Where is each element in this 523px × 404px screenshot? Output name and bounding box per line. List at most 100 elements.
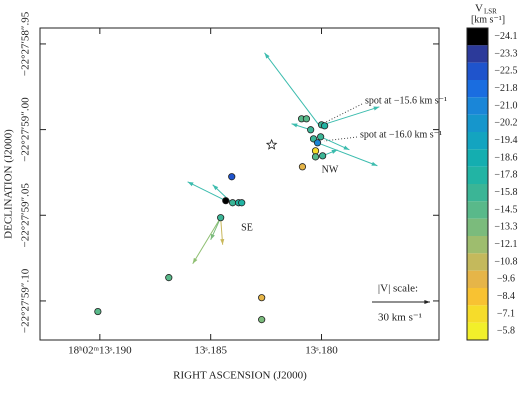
plot-frame	[39, 27, 440, 341]
colorbar-tick-label: −23.3	[494, 48, 517, 59]
colorbar-band	[467, 253, 488, 271]
colorbar-tick-label: −20.2	[494, 118, 517, 129]
annotation: spot at −15.6 km s⁻¹	[365, 95, 447, 106]
colorbar-unit: [km s⁻¹]	[471, 14, 505, 25]
colorbar-band	[467, 270, 488, 288]
maser-spot	[165, 274, 173, 282]
motion-arrow-part	[319, 106, 380, 127]
motion-arrow	[317, 142, 378, 167]
scale-label: |V| scale:	[378, 283, 418, 295]
colorbar-tick-label: −21.0	[494, 100, 517, 111]
colorbar-band	[467, 288, 488, 306]
colorbar-band	[467, 236, 488, 254]
colorbar-band	[467, 114, 488, 132]
colorbar-tick-label: −22.5	[494, 66, 517, 77]
maser-spot	[311, 147, 320, 155]
motion-arrow-part	[264, 52, 320, 127]
colorbar-band	[467, 62, 488, 80]
colorbar-band	[467, 80, 488, 98]
colorbar-band	[467, 201, 488, 219]
annotation: spot at −16.0 km s⁻¹	[360, 129, 442, 140]
colorbar-band	[467, 97, 488, 115]
colorbar-tick-label: −7.1	[497, 308, 515, 319]
motion-arrow-part	[331, 149, 338, 154]
colorbar-tick-label: −17.8	[494, 170, 517, 181]
colorbar-tick-label: −5.8	[497, 326, 515, 337]
maser-spot	[317, 133, 325, 141]
maser-spot	[258, 294, 266, 302]
maser-spot	[217, 214, 225, 222]
maser-spot	[238, 199, 246, 207]
motion-arrow-part	[291, 123, 298, 128]
motion-arrow-part	[264, 52, 270, 59]
motion-arrow-part	[187, 181, 194, 187]
maser-spot	[258, 316, 266, 324]
motion-arrow-part	[192, 257, 198, 264]
motion-arrow-part	[317, 142, 378, 167]
annotation: SE	[241, 222, 253, 233]
maser-spot	[298, 163, 307, 171]
colorbar-tick-label: −15.8	[494, 187, 517, 198]
x-tick-label: 13ˢ.180	[305, 345, 338, 357]
motion-arrow-part	[192, 217, 222, 265]
maser-spot	[307, 126, 315, 134]
y-tick-label: −22°27′59″.00	[20, 97, 32, 162]
motion-arrow	[220, 217, 225, 245]
colorbar-tick-label: −8.4	[497, 291, 515, 302]
motion-arrow-part	[210, 233, 215, 240]
maser-spot	[311, 153, 320, 161]
y-tick-label: −22°27′59″.05	[20, 183, 32, 248]
colorbar-band	[467, 149, 488, 167]
colorbar-tick-label: −19.4	[494, 135, 517, 146]
maser-spot	[94, 307, 102, 316]
maser-spot	[302, 115, 311, 123]
y-axis-label: DECLINATION (J2000)	[3, 129, 15, 239]
scale-text: 30 km s⁻¹	[378, 312, 422, 324]
colorbar-frame	[466, 27, 489, 341]
colorbar-title-sub: LSR	[484, 8, 497, 16]
motion-arrow	[187, 181, 226, 202]
colorbar-band	[467, 184, 488, 202]
maser-spot	[313, 139, 322, 147]
motion-arrow	[192, 217, 222, 265]
motion-arrow	[320, 136, 350, 151]
motion-arrow	[319, 106, 380, 127]
reference-star	[265, 138, 278, 150]
colorbar-band	[467, 45, 488, 63]
colorbar-band	[467, 305, 488, 323]
colorbar-tick-label: −13.3	[494, 222, 517, 233]
maser-spot	[229, 199, 237, 207]
colorbar-band	[467, 132, 488, 150]
motion-arrow-part	[371, 161, 378, 166]
y-tick-label: −22°27′59″.10	[20, 268, 32, 333]
colorbar-title: V	[475, 3, 483, 15]
colorbar-band	[467, 166, 488, 184]
scale-arrow	[372, 299, 430, 305]
x-axis-label: RIGHT ASCENSION (J2000)	[173, 370, 307, 382]
colorbar-band	[467, 218, 488, 236]
colorbar-tick-label: −24.1	[494, 31, 517, 42]
x-tick-label: 18ʰ02ᵐ13ˢ.190	[68, 345, 132, 357]
y-tick-label: −22°27′58″.95	[20, 11, 32, 76]
maser-spot	[321, 122, 329, 130]
annotation-leader	[323, 103, 363, 124]
colorbar-band	[467, 322, 488, 340]
colorbar-band	[467, 28, 488, 46]
annotation: NW	[322, 164, 339, 175]
maser-spot	[222, 197, 230, 205]
motion-arrow-part	[343, 145, 350, 150]
colorbar-tick-label: −10.8	[494, 256, 517, 267]
maser-spot	[228, 173, 236, 181]
motion-arrow	[210, 217, 222, 240]
motion-arrow-part	[212, 184, 219, 191]
motion-arrow-part	[373, 106, 380, 111]
motion-arrow-part	[220, 238, 225, 245]
colorbar-tick-label: −9.6	[497, 274, 515, 285]
motion-arrow-part	[187, 181, 226, 202]
scale-arrow-part	[424, 299, 430, 305]
colorbar-tick-label: −21.8	[494, 83, 517, 94]
colorbar-tick-label: −18.6	[494, 152, 517, 163]
maser-spot	[319, 152, 327, 160]
x-tick-label: 13ˢ.185	[194, 345, 227, 357]
